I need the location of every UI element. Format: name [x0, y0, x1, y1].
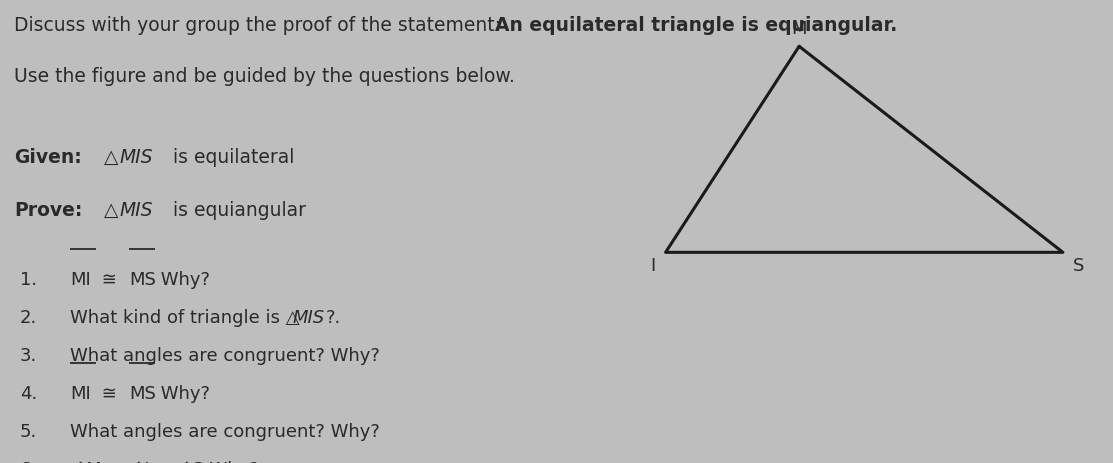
Text: 3.: 3.	[20, 347, 37, 365]
Text: 6: 6	[20, 461, 31, 463]
Text: is equiangular: is equiangular	[167, 201, 306, 220]
Text: An equilateral triangle is equiangular.: An equilateral triangle is equiangular.	[495, 16, 897, 35]
Text: Discuss with your group the proof of the statement:: Discuss with your group the proof of the…	[14, 16, 508, 35]
Text: S: S	[1073, 257, 1084, 275]
Text: MS: MS	[129, 385, 156, 403]
Text: M: M	[791, 20, 807, 38]
Text: ?.: ?.	[326, 309, 342, 327]
Text: What angles are congruent? Why?: What angles are congruent? Why?	[70, 347, 380, 365]
Text: What angles are congruent? Why?: What angles are congruent? Why?	[70, 423, 380, 441]
Text: △: △	[104, 201, 118, 220]
Text: MIS: MIS	[119, 201, 152, 220]
Text: MI: MI	[70, 385, 91, 403]
Text: ∠M ≅ ∠I ≅ ∠S Why?: ∠M ≅ ∠I ≅ ∠S Why?	[70, 461, 259, 463]
Text: What kind of triangle is △: What kind of triangle is △	[70, 309, 299, 327]
Text: 4.: 4.	[20, 385, 37, 403]
Text: Prove:: Prove:	[14, 201, 82, 220]
Text: 1.: 1.	[20, 271, 37, 289]
Text: △: △	[104, 148, 118, 167]
Text: is equilateral: is equilateral	[167, 148, 294, 167]
Text: Why?: Why?	[155, 271, 209, 289]
Text: Given:: Given:	[14, 148, 82, 167]
Text: MS: MS	[129, 271, 156, 289]
Text: Why?: Why?	[155, 385, 209, 403]
Text: ≅: ≅	[96, 271, 122, 289]
Text: 5.: 5.	[20, 423, 37, 441]
Text: ≅: ≅	[96, 385, 122, 403]
Text: Use the figure and be guided by the questions below.: Use the figure and be guided by the ques…	[14, 67, 515, 86]
Text: 2.: 2.	[20, 309, 37, 327]
Text: MI: MI	[70, 271, 91, 289]
Text: I: I	[650, 257, 656, 275]
Text: MIS: MIS	[119, 148, 152, 167]
Text: MIS: MIS	[293, 309, 325, 327]
